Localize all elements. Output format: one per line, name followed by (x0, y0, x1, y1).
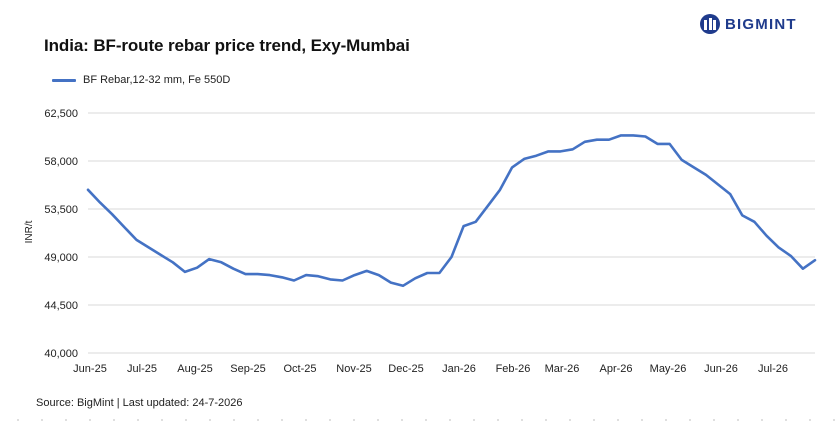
footer-dot (233, 419, 235, 421)
x-tick-label: Oct-25 (283, 363, 316, 375)
legend-label: BF Rebar,12-32 mm, Fe 550D (83, 74, 231, 86)
x-tick-label: Mar-26 (545, 363, 580, 375)
y-tick-label: 49,000 (44, 252, 78, 264)
footer-dot (833, 419, 835, 421)
x-tick-label: Jun-26 (704, 363, 738, 375)
chart-title: India: BF-route rebar price trend, Exy-M… (44, 36, 410, 55)
footer-dot (281, 419, 283, 421)
y-axis-label: INR/t (24, 220, 35, 243)
legend-swatch (52, 78, 76, 82)
footer-dot (161, 419, 163, 421)
source-note: Source: BigMint | Last updated: 24-7-202… (36, 397, 243, 409)
footer-dot (521, 419, 523, 421)
x-axis-ticks: Jun-25 Jul-25 Aug-25 Sep-25 Oct-25 Nov-25 Dec-… (73, 363, 788, 375)
footer-dot (449, 419, 451, 421)
footer-dot (713, 419, 715, 421)
brand-logo: BIGMINT (700, 13, 797, 35)
x-tick-label: Apr-26 (599, 363, 632, 375)
brand-name: BIGMINT (725, 15, 797, 33)
footer-dot (425, 419, 427, 421)
x-tick-label: Jun-25 (73, 363, 107, 375)
footer-dot (137, 419, 139, 421)
y-tick-label: 53,500 (44, 204, 78, 216)
footer-dot (113, 419, 115, 421)
footer-dot (41, 419, 43, 421)
footer-dot (353, 419, 355, 421)
footer-dot (257, 419, 259, 421)
footer-dot (377, 419, 379, 421)
footer-dot (785, 419, 787, 421)
footer-dot (17, 419, 19, 421)
footer-dot (329, 419, 331, 421)
x-tick-label: Nov-25 (336, 363, 371, 375)
x-tick-label: Jul-25 (127, 363, 157, 375)
x-tick-label: Sep-25 (230, 363, 265, 375)
chart-legend: BF Rebar,12-32 mm, Fe 550D (52, 74, 230, 86)
footer-dot (185, 419, 187, 421)
x-tick-label: May-26 (650, 363, 687, 375)
footer-dot (617, 419, 619, 421)
footer-dot (65, 419, 67, 421)
footer-dot (545, 419, 547, 421)
y-tick-label: 44,500 (44, 300, 78, 312)
grid-lines (88, 112, 815, 354)
footer-dot (401, 419, 403, 421)
y-tick-label: 62,500 (44, 108, 78, 120)
footer-dot (737, 419, 739, 421)
y-axis-ticks: 40,000 44,500 49,000 53,500 58,000 62,500 (44, 108, 78, 360)
footer-dot (89, 419, 91, 421)
x-tick-label: Jul-26 (758, 363, 788, 375)
footer-dot (809, 419, 811, 421)
footer-dot (209, 419, 211, 421)
footer-dot (593, 419, 595, 421)
x-tick-label: Aug-25 (177, 363, 212, 375)
x-tick-label: Feb-26 (496, 363, 531, 375)
bigmint-logo-icon (700, 14, 720, 34)
x-tick-label: Jan-26 (442, 363, 476, 375)
footer-dot (569, 419, 571, 421)
footer-dot (761, 419, 763, 421)
series-line (86, 134, 817, 288)
footer-dot (497, 419, 499, 421)
footer-dot (665, 419, 667, 421)
footer-dots (17, 419, 835, 421)
y-tick-label: 58,000 (44, 156, 78, 168)
x-tick-label: Dec-25 (388, 363, 423, 375)
y-tick-label: 40,000 (44, 348, 78, 360)
footer-dot (641, 419, 643, 421)
footer-dot (473, 419, 475, 421)
footer-dot (305, 419, 307, 421)
footer-dot (689, 419, 691, 421)
